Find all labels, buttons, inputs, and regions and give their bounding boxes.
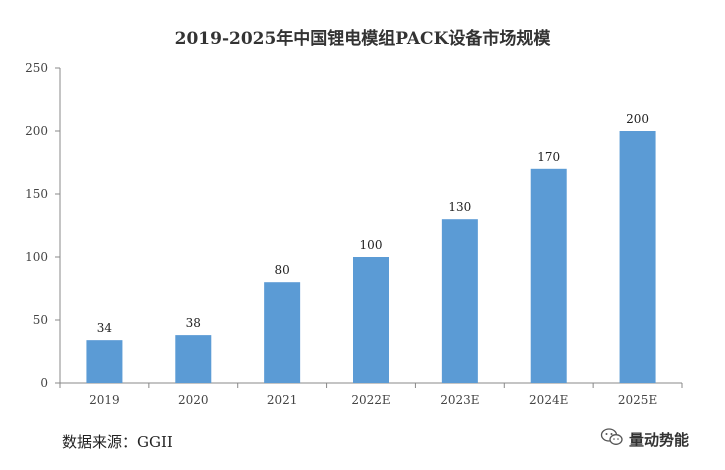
- x-tick-label: 2020: [178, 393, 209, 407]
- y-tick-label: 150: [25, 187, 48, 201]
- y-tick-label: 50: [33, 313, 48, 327]
- y-tick-label: 100: [25, 250, 48, 264]
- bar-2020: [175, 335, 212, 383]
- bar-2025E: [619, 131, 656, 383]
- data-label-2023E: 130: [448, 200, 471, 214]
- y-tick-label: 0: [40, 376, 48, 390]
- bars: [86, 131, 656, 383]
- watermark: 量动势能: [600, 427, 689, 451]
- watermark-text: 量动势能: [629, 430, 690, 449]
- data-labels: 34 38 80 100 130 170 200: [97, 112, 649, 335]
- wechat-icon: [600, 427, 624, 451]
- data-label-2022E: 100: [360, 238, 383, 252]
- x-tick-label: 2019: [89, 393, 120, 407]
- bar-2024E: [530, 168, 567, 383]
- bar-2021: [264, 282, 301, 383]
- x-tick-label: 2023E: [440, 393, 479, 407]
- bar-2019: [86, 340, 123, 383]
- chart-title: 2019-2025年中国锂电模组PACK设备市场规模: [174, 29, 551, 49]
- data-label-2021: 80: [275, 263, 290, 277]
- y-tick-label: 250: [25, 61, 48, 75]
- x-tick-label: 2024E: [529, 393, 568, 407]
- data-label-2019: 34: [97, 321, 113, 335]
- y-tick-label: 200: [25, 124, 48, 138]
- x-tick-label: 2021: [267, 393, 298, 407]
- data-label-2024E: 170: [537, 150, 560, 164]
- x-axis: 2019 2020 2021 2022E 2023E 2024E 2025E: [59, 382, 683, 407]
- data-label-2025E: 200: [626, 112, 649, 126]
- bar-2023E: [441, 219, 478, 383]
- x-tick-label: 2025E: [618, 393, 657, 407]
- bar-2022E: [353, 257, 389, 383]
- x-tick-label: 2022E: [351, 393, 390, 407]
- source-note: 数据来源：GGII: [62, 433, 173, 451]
- y-axis: 0 50 100 150 200 250: [25, 61, 61, 390]
- data-label-2020: 38: [186, 316, 201, 330]
